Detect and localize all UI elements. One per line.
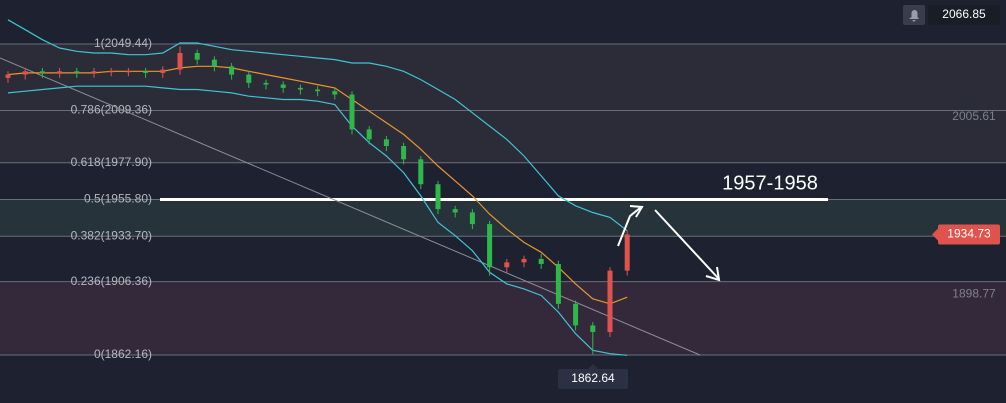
candle-body [590,325,596,333]
price-label: 2066.85 [942,7,986,21]
fib-zone [0,162,1006,200]
candle-body [349,94,355,130]
candle-body [22,71,28,75]
fib-label: 0(1862.16) [94,347,152,361]
price-label: 1934.73 [947,227,991,241]
candle-body [74,71,80,73]
candle-body [57,71,63,73]
price-tag-bg [928,5,1000,26]
fib-label: 0.786(2009.36) [71,103,152,117]
fib-zone [0,43,1006,111]
candle-body [160,69,166,73]
candle-body [297,87,303,90]
candle-body [555,263,561,304]
candle-body [263,82,269,85]
fib-label: 1(2049.44) [94,36,152,50]
candle-body [435,184,441,210]
candle-body [487,224,493,268]
indicator-line [7,19,628,232]
candle-body [332,91,338,95]
arrows [617,205,721,282]
candle-body [521,258,527,263]
price-tag-arrow [588,364,598,369]
fib-label: 0.5(1955.80) [84,192,152,206]
candle-body [5,74,11,78]
candle-body [315,89,321,92]
candle-body [246,74,252,83]
candle-body [452,209,458,213]
candle-body [383,139,389,147]
fib-zone [0,199,1006,237]
candle-body [177,52,183,70]
fib-zone [0,236,1006,282]
price-label: 2005.61 [952,109,996,123]
candle-body [211,59,217,67]
candle-body [39,71,45,73]
candle-body [108,71,114,73]
candle-body [607,270,613,333]
fib-zone [0,281,1006,356]
candle-body [504,262,510,268]
candle-body [91,71,97,73]
candle-body [469,212,475,225]
candle-body [366,129,372,140]
price-tag-arrow [932,228,938,241]
candle-body [143,71,149,73]
candle-body [418,159,424,185]
annotation: 1957-1958 [722,172,818,194]
fib-label: 0.382(1933.70) [71,228,152,242]
candle-body [538,258,544,264]
price-tag-bg [938,224,1000,245]
candle-body [125,71,131,73]
candle-body [401,146,407,160]
candle-body [194,52,200,60]
bell-icon [909,10,919,22]
fib-label: 0.618(1977.90) [71,155,152,169]
indicator-line [7,85,628,356]
price-tag-bg [558,369,628,389]
fib-label: 0.236(1906.36) [71,274,152,288]
candle-body [573,303,579,326]
price-label: 1898.77 [952,286,996,300]
price-label: 1862.64 [571,371,615,385]
candle-body [229,66,235,75]
trend-line [0,57,701,356]
candle-body [280,84,286,88]
candle-body [624,234,630,271]
